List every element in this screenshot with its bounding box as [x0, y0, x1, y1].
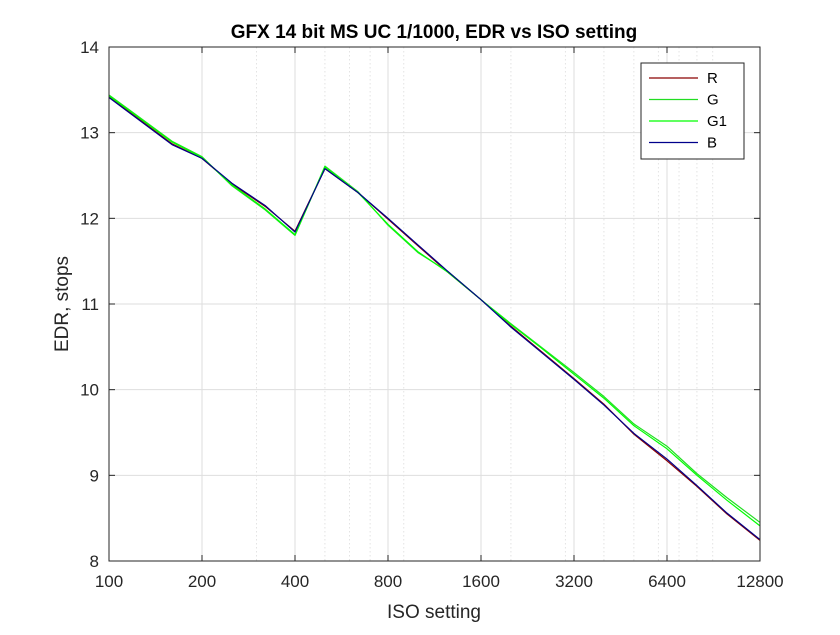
x-tick-label: 800 — [374, 572, 402, 591]
y-tick-label: 12 — [80, 209, 99, 228]
x-tick-label: 3200 — [555, 572, 593, 591]
series-line-r — [108, 96, 761, 541]
y-tick-label: 13 — [80, 124, 99, 143]
x-tick-label: 1600 — [462, 572, 500, 591]
y-tick-label: 10 — [80, 381, 99, 400]
y-tick-label: 11 — [81, 295, 99, 314]
legend-label: G1 — [707, 113, 727, 130]
y-tick-label: 14 — [80, 38, 99, 57]
legend-label: R — [707, 70, 718, 87]
series-line-b — [108, 97, 761, 541]
x-tick-label: 200 — [188, 572, 216, 591]
chart-title: GFX 14 bit MS UC 1/1000, EDR vs ISO sett… — [231, 22, 638, 43]
x-tick-label: 6400 — [648, 572, 686, 591]
x-tick-label: 400 — [281, 572, 309, 591]
y-tick-label: 9 — [90, 466, 99, 485]
y-axis-label: EDR, stops — [52, 256, 73, 352]
x-axis-label: ISO setting — [387, 602, 481, 623]
y-tick-label: 8 — [90, 552, 99, 571]
series-lines — [108, 94, 761, 541]
legend-label: G — [707, 92, 719, 109]
legend: RG G1 B — [640, 62, 745, 160]
axis-ticks: 100 200 400 800 1600 3200 6400 12800 8 9 10 11 12 13 1… — [80, 38, 784, 591]
x-tick-label: 12800 — [736, 572, 783, 591]
series-line-g1 — [108, 95, 761, 527]
x-tick-label: 100 — [95, 572, 123, 591]
legend-label: B — [707, 135, 717, 152]
